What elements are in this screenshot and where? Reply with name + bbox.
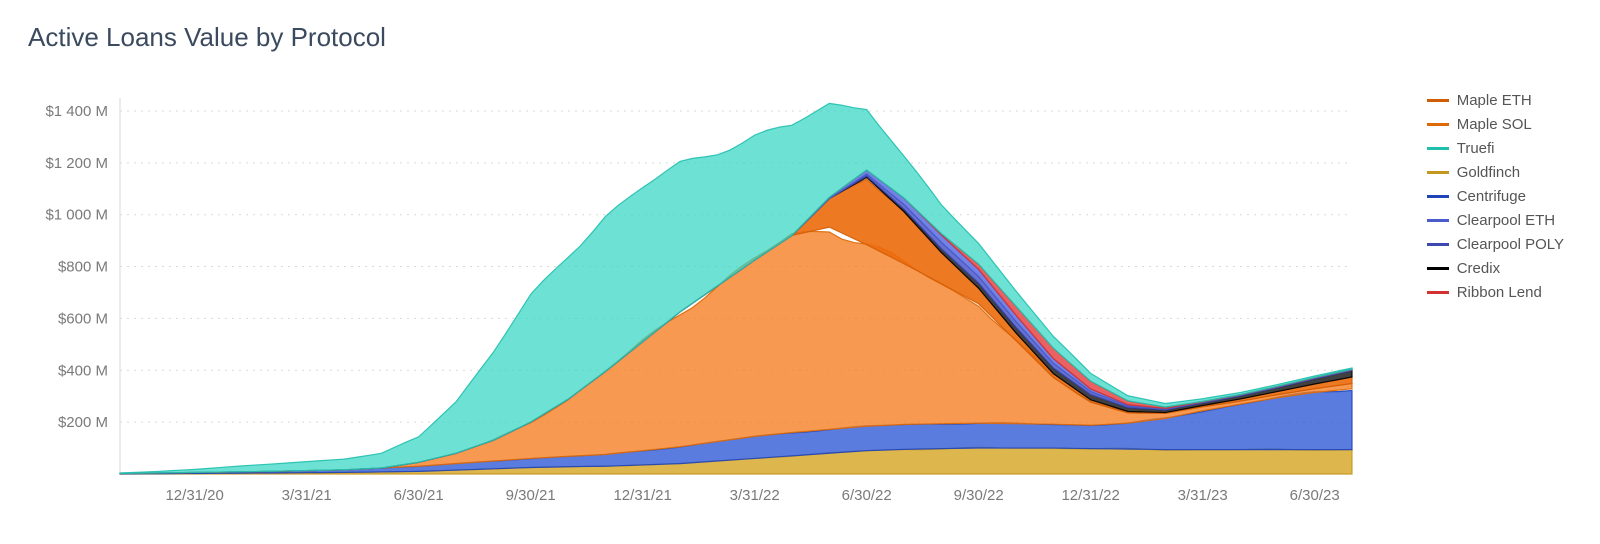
legend-item-centrifuge[interactable]: Centrifuge <box>1427 184 1564 208</box>
legend-item-truefi[interactable]: Truefi <box>1427 136 1564 160</box>
chart-plot-area: $200 M $400 M $600 M $800 M $1 000 M $1 200 M… <box>28 70 1572 514</box>
legend-label: Centrifuge <box>1457 188 1526 205</box>
svg-text:$200 M: $200 M <box>58 414 108 431</box>
svg-text:$1 000 M: $1 000 M <box>45 207 108 224</box>
svg-text:6/30/21: 6/30/21 <box>394 487 444 504</box>
svg-text:$800 M: $800 M <box>58 259 108 276</box>
legend-item-maple_eth[interactable]: Maple ETH <box>1427 88 1564 112</box>
legend-label: Goldfinch <box>1457 164 1520 181</box>
svg-text:3/31/22: 3/31/22 <box>730 487 780 504</box>
svg-text:3/31/21: 3/31/21 <box>282 487 332 504</box>
legend-label: Maple ETH <box>1457 92 1532 109</box>
svg-text:6/30/22: 6/30/22 <box>842 487 892 504</box>
legend-swatch <box>1427 147 1449 150</box>
legend-label: Maple SOL <box>1457 116 1532 133</box>
legend-swatch <box>1427 267 1449 270</box>
area-chart-svg: $200 M $400 M $600 M $800 M $1 000 M $1 200 M… <box>28 70 1572 514</box>
legend-swatch <box>1427 171 1449 174</box>
svg-text:12/31/20: 12/31/20 <box>165 487 223 504</box>
svg-text:$600 M: $600 M <box>58 310 108 327</box>
svg-text:12/31/21: 12/31/21 <box>613 487 671 504</box>
svg-text:$400 M: $400 M <box>58 362 108 379</box>
chart-title: Active Loans Value by Protocol <box>28 22 386 53</box>
svg-text:3/31/23: 3/31/23 <box>1178 487 1228 504</box>
svg-text:9/30/21: 9/30/21 <box>506 487 556 504</box>
legend-label: Truefi <box>1457 140 1495 157</box>
svg-text:6/30/23: 6/30/23 <box>1290 487 1340 504</box>
legend-item-clearpool_poly[interactable]: Clearpool POLY <box>1427 232 1564 256</box>
legend-swatch <box>1427 243 1449 246</box>
legend-swatch <box>1427 123 1449 126</box>
legend-item-ribbon[interactable]: Ribbon Lend <box>1427 280 1564 304</box>
legend-item-credix[interactable]: Credix <box>1427 256 1564 280</box>
svg-text:9/30/22: 9/30/22 <box>954 487 1004 504</box>
legend-label: Clearpool POLY <box>1457 236 1564 253</box>
legend-swatch <box>1427 99 1449 102</box>
legend: Maple ETH Maple SOL Truefi Goldfinch Centrif… <box>1427 88 1564 304</box>
legend-item-goldfinch[interactable]: Goldfinch <box>1427 160 1564 184</box>
legend-item-maple_sol[interactable]: Maple SOL <box>1427 112 1564 136</box>
legend-swatch <box>1427 291 1449 294</box>
legend-swatch <box>1427 219 1449 222</box>
svg-text:12/31/22: 12/31/22 <box>1061 487 1119 504</box>
legend-item-clearpool_eth[interactable]: Clearpool ETH <box>1427 208 1564 232</box>
legend-label: Credix <box>1457 260 1500 277</box>
legend-swatch <box>1427 195 1449 198</box>
svg-text:$1 200 M: $1 200 M <box>45 155 108 172</box>
legend-label: Ribbon Lend <box>1457 284 1542 301</box>
legend-label: Clearpool ETH <box>1457 212 1555 229</box>
svg-text:$1 400 M: $1 400 M <box>45 103 108 120</box>
